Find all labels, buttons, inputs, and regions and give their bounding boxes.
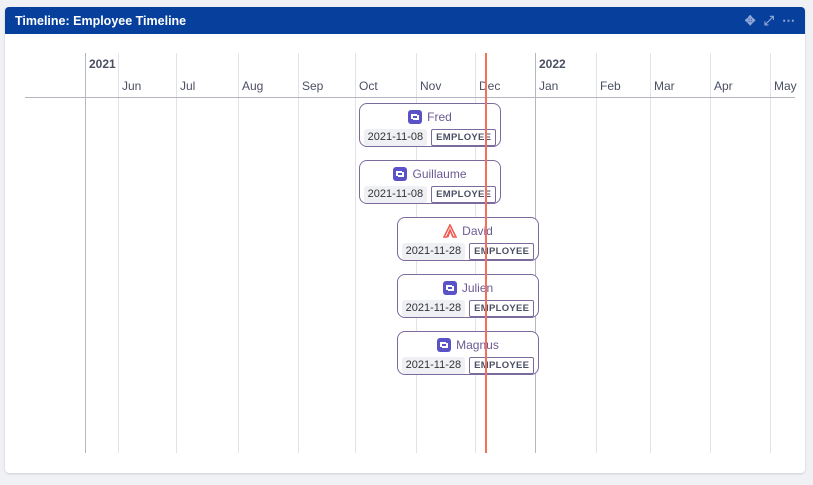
item-type-badge: EMPLOYEE <box>431 186 497 203</box>
today-marker <box>485 53 487 453</box>
ops-icon <box>442 281 457 295</box>
item-date: 2021-11-28 <box>401 357 466 374</box>
item-title: Julien <box>398 280 538 296</box>
item-type-badge: EMPLOYEE <box>469 243 535 260</box>
item-date: 2021-11-08 <box>363 186 428 203</box>
panel-title: Timeline: Employee Timeline <box>15 13 187 28</box>
month-gridline <box>596 53 597 453</box>
timeline-item-card[interactable]: Magnus 2021-11-28 EMPLOYEE <box>397 331 539 375</box>
item-name: Julien <box>461 281 494 295</box>
month-label: Apr <box>714 79 733 93</box>
ops-icon <box>393 167 408 181</box>
panel-header: Timeline: Employee Timeline ✥ ⤢ ⋯ <box>5 7 805 34</box>
month-gridline <box>355 53 356 453</box>
item-meta: 2021-11-28 EMPLOYEE <box>398 243 538 260</box>
month-gridline <box>118 53 119 453</box>
atlassian-icon <box>443 224 458 238</box>
timeline-item-card[interactable]: David 2021-11-28 EMPLOYEE <box>397 217 539 261</box>
month-label: Aug <box>242 79 264 93</box>
item-title: Magnus <box>398 337 538 353</box>
item-name: David <box>462 224 493 238</box>
more-icon[interactable]: ⋯ <box>782 12 795 28</box>
month-label: Mar <box>654 79 675 93</box>
item-type-badge: EMPLOYEE <box>469 300 535 317</box>
timeline-item-card[interactable]: Julien 2021-11-28 EMPLOYEE <box>397 274 539 318</box>
item-title: Fred <box>360 109 500 125</box>
item-meta: 2021-11-08 EMPLOYEE <box>360 186 500 203</box>
timeline-item-card[interactable]: Fred 2021-11-08 EMPLOYEE <box>359 103 501 147</box>
month-label: Feb <box>600 79 621 93</box>
item-title: David <box>398 223 538 239</box>
month-gridline <box>176 53 177 453</box>
item-name: Fred <box>427 110 452 124</box>
item-type-badge: EMPLOYEE <box>469 357 535 374</box>
month-gridline <box>710 53 711 453</box>
month-label: Dec <box>479 79 501 93</box>
month-gridline <box>238 53 239 453</box>
item-title: Guillaume <box>360 166 500 182</box>
timeline-item-card[interactable]: Guillaume 2021-11-08 EMPLOYEE <box>359 160 501 204</box>
axis-divider <box>25 97 795 98</box>
item-meta: 2021-11-28 EMPLOYEE <box>398 300 538 317</box>
year-label: 2022 <box>539 57 566 71</box>
year-label: 2021 <box>89 57 116 71</box>
month-gridline <box>298 53 299 453</box>
month-gridline <box>650 53 651 453</box>
ops-icon <box>408 110 423 124</box>
item-date: 2021-11-08 <box>363 129 428 146</box>
expand-icon[interactable]: ⤢ <box>763 12 774 28</box>
month-label: May <box>774 79 797 93</box>
item-name: Guillaume <box>412 167 467 181</box>
year-gridline <box>85 53 86 453</box>
item-date: 2021-11-28 <box>401 243 466 260</box>
month-label: Jun <box>122 79 142 93</box>
month-label: Sep <box>302 79 324 93</box>
item-date: 2021-11-28 <box>401 300 466 317</box>
item-meta: 2021-11-08 EMPLOYEE <box>360 129 500 146</box>
month-label: Oct <box>359 79 378 93</box>
month-gridline <box>770 53 771 453</box>
month-label: Jul <box>180 79 196 93</box>
move-icon[interactable]: ✥ <box>744 12 756 28</box>
item-meta: 2021-11-28 EMPLOYEE <box>398 357 538 374</box>
timeline-panel: Timeline: Employee Timeline ✥ ⤢ ⋯ <box>5 7 805 473</box>
item-type-badge: EMPLOYEE <box>431 129 497 146</box>
month-label: Nov <box>420 79 442 93</box>
ops-icon <box>437 338 452 352</box>
month-label: Jan <box>539 79 559 93</box>
item-name: Magnus <box>456 338 499 352</box>
